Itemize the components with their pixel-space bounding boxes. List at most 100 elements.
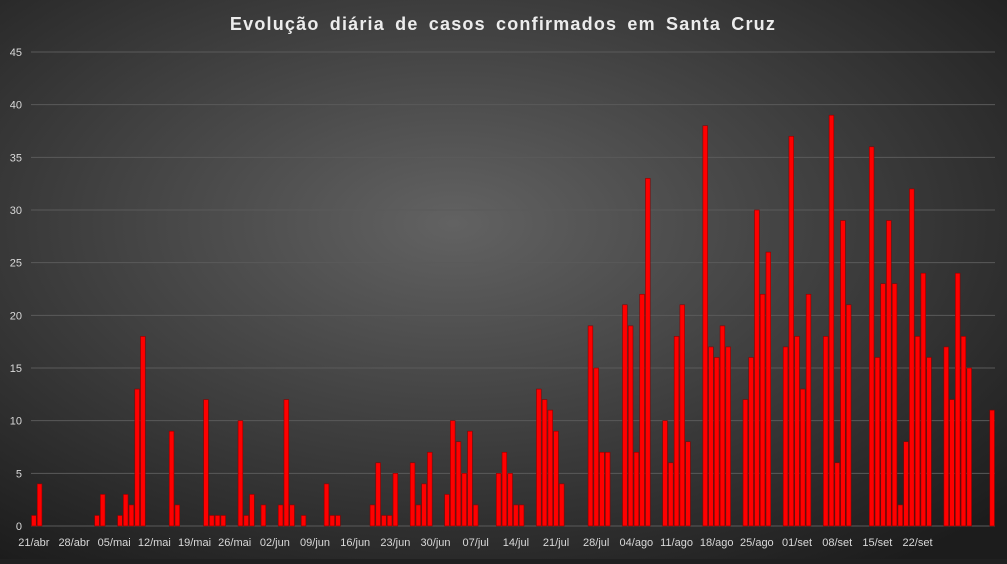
x-tick-label: 12/mai (138, 537, 171, 549)
bar (605, 451, 611, 527)
x-tick-label: 05/mai (98, 537, 131, 549)
bar (714, 357, 720, 527)
x-tick-label: 23/jun (380, 537, 410, 549)
x-tick-label: 21/abr (18, 537, 50, 549)
bar (140, 336, 146, 527)
bar (673, 336, 680, 527)
bar (134, 388, 140, 527)
bar (473, 504, 479, 527)
x-tick-label: 15/set (862, 537, 892, 549)
y-tick-label: 35 (10, 152, 22, 164)
bar (788, 135, 794, 527)
bar (409, 462, 416, 527)
bar (633, 451, 640, 527)
gridlines (31, 51, 995, 527)
bar (926, 357, 932, 527)
bar (593, 367, 599, 527)
y-tick-label: 5 (16, 468, 22, 480)
bar (553, 430, 559, 527)
y-tick-label: 30 (10, 205, 22, 217)
x-axis-ticks: 21/abr 28/abr 05/mai 12/mai 19/mai 26/mai 02/j… (18, 537, 932, 549)
bar (335, 515, 341, 527)
bar (828, 114, 835, 527)
bar (386, 515, 393, 527)
x-tick-label: 18/ago (700, 537, 734, 549)
bar (209, 515, 215, 527)
y-tick-label: 25 (10, 258, 22, 270)
bar (725, 346, 731, 527)
bar (283, 399, 289, 527)
bar (679, 304, 685, 527)
bar (243, 515, 249, 527)
bar (36, 483, 43, 527)
bar (955, 272, 961, 527)
bar (31, 515, 37, 527)
y-tick-label: 15 (10, 363, 22, 375)
bar (518, 504, 525, 527)
bar (461, 473, 467, 527)
x-tick-label: 02/jun (260, 537, 290, 549)
bar (421, 483, 427, 527)
bar (237, 420, 244, 527)
bar (754, 209, 760, 527)
x-tick-label: 26/mai (218, 537, 251, 549)
bars (31, 114, 995, 527)
bar (874, 357, 881, 527)
bar (323, 483, 330, 527)
bar (662, 420, 668, 527)
bar (501, 451, 508, 527)
bar (868, 146, 875, 527)
bar (846, 304, 852, 527)
x-tick-label: 01/set (782, 537, 812, 549)
bar (719, 325, 726, 527)
x-tick-label: 22/set (903, 537, 933, 549)
bar (450, 420, 456, 527)
bar (599, 451, 605, 527)
bar (834, 462, 840, 527)
bar (220, 515, 226, 527)
bar (759, 293, 766, 527)
bar (645, 178, 651, 527)
bar (909, 188, 915, 527)
y-tick-label: 0 (16, 521, 22, 533)
bar (960, 336, 967, 527)
x-tick-label: 28/abr (58, 537, 90, 549)
bar (381, 515, 387, 527)
bar (639, 293, 645, 527)
x-tick-label: 11/ago (660, 537, 693, 549)
bar (277, 504, 284, 527)
bar (117, 515, 123, 527)
bar (943, 346, 949, 527)
x-tick-label: 08/set (822, 537, 852, 549)
x-tick-label: 30/jun (421, 537, 451, 549)
bar (949, 399, 955, 527)
bar (128, 504, 135, 527)
y-tick-label: 20 (10, 310, 22, 322)
x-tick-label: 28/jul (583, 537, 609, 549)
bar (765, 251, 771, 527)
x-tick-label: 09/jun (300, 537, 330, 549)
x-tick-label: 16/jun (340, 537, 370, 549)
bar (289, 504, 295, 527)
y-tick-label: 40 (10, 100, 22, 112)
bar (415, 504, 421, 527)
x-tick-label: 19/mai (178, 537, 211, 549)
bar (880, 283, 886, 527)
bar (300, 515, 307, 527)
bar (840, 220, 846, 527)
bar (627, 325, 634, 527)
x-tick-label: 07/jul (463, 537, 489, 549)
bar (587, 325, 594, 527)
bar (467, 430, 473, 527)
y-tick-label: 45 (10, 47, 22, 59)
bar (203, 399, 209, 527)
bar (748, 357, 754, 527)
bar (559, 483, 565, 527)
bar (260, 504, 267, 527)
bar (891, 283, 898, 527)
bar (897, 504, 903, 527)
bar (547, 409, 553, 527)
bar (668, 462, 674, 527)
